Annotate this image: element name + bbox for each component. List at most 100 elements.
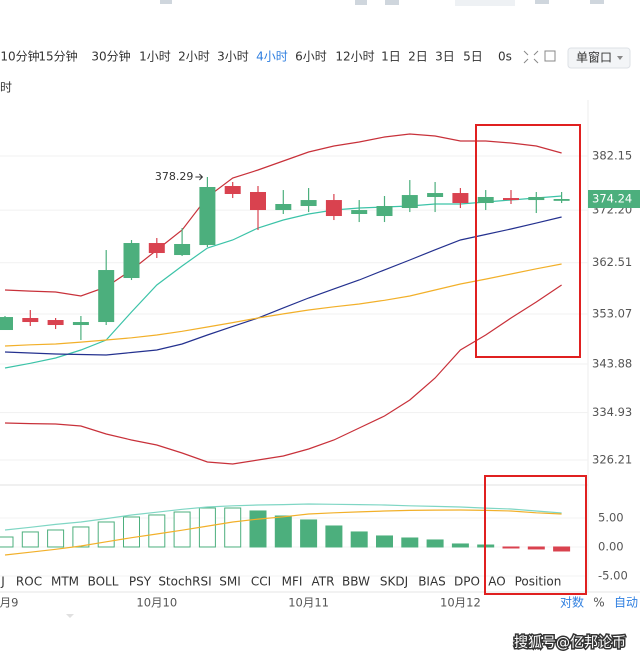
bar	[148, 514, 166, 548]
highlight-box	[475, 124, 581, 358]
annotation-arrow	[195, 173, 204, 181]
x-tick-label: 10月10	[136, 596, 177, 610]
indicator-tab[interactable]: DPO	[454, 575, 480, 589]
candle-body	[22, 318, 39, 323]
indicator-line	[4, 263, 562, 347]
indicator-tab[interactable]: ROC	[16, 575, 42, 589]
indicator-tab[interactable]: CCI	[251, 575, 271, 589]
indicator-tab[interactable]: Position	[515, 575, 562, 589]
interval-tab[interactable]: 10分钟	[0, 49, 39, 64]
indicator-tab[interactable]: MFI	[282, 575, 303, 589]
candle-body	[351, 210, 368, 215]
bar	[376, 535, 393, 548]
indicator-tab[interactable]: SKDJ	[380, 575, 408, 589]
candle-body	[98, 270, 115, 323]
candle-body	[174, 243, 191, 256]
indicator-tab[interactable]: BIAS	[418, 575, 446, 589]
y-tick-label: 5.00	[598, 510, 624, 524]
candle-body	[300, 200, 317, 207]
interval-tab[interactable]: 3日	[435, 50, 455, 64]
interval-tab[interactable]: 5日	[463, 50, 483, 64]
sub-chart: 5.00 0.00 -5.00	[0, 503, 628, 582]
scroll-handle	[66, 614, 74, 618]
indicator-line	[4, 284, 562, 465]
candle-body	[72, 322, 89, 326]
candle-body	[47, 320, 64, 326]
indicator-tab[interactable]: BOLL	[88, 575, 119, 589]
candle-body	[250, 191, 266, 211]
candle-body	[452, 193, 469, 204]
window-mode[interactable]: 单窗口	[576, 51, 612, 65]
dropdown-arrow	[617, 56, 623, 60]
candle-body	[275, 204, 292, 211]
y-tick-label: 326.21	[592, 452, 632, 466]
bar	[502, 546, 520, 549]
y-tick-label: -5.00	[598, 568, 628, 582]
indicator-tab[interactable]: SMI	[219, 575, 241, 589]
bar	[249, 510, 267, 548]
candle-body	[123, 243, 140, 279]
bar	[451, 543, 469, 548]
bar	[47, 529, 65, 548]
candle-body	[553, 199, 570, 201]
y-tick-label: 362.51	[592, 255, 632, 269]
axis-option[interactable]: 自动	[614, 596, 638, 610]
interval-tab[interactable]: 0s	[498, 50, 512, 64]
candle-body	[199, 186, 216, 246]
interval-tab[interactable]: 1日	[381, 50, 401, 64]
bar	[325, 525, 343, 548]
y-tick-label: 343.88	[592, 356, 632, 370]
y-tick-label: 382.15	[592, 149, 632, 163]
indicator-tab[interactable]: StochRSI	[158, 575, 211, 589]
top-icons	[160, 0, 604, 6]
candle-body	[0, 317, 13, 331]
interval-tab[interactable]: 15分钟	[38, 49, 77, 64]
interval-tab[interactable]: 1小时	[139, 50, 171, 64]
watermark: 搜狐号@亿邦论币	[514, 635, 626, 651]
bar	[300, 519, 318, 548]
window-mode-dropdown[interactable]	[567, 47, 631, 69]
interval-tab[interactable]: 2日	[408, 50, 428, 64]
candle-body	[376, 206, 393, 217]
indicator-tab[interactable]: AO	[488, 575, 505, 589]
bar	[21, 531, 39, 548]
axis-option[interactable]: 对数	[560, 595, 584, 610]
bar	[123, 516, 140, 548]
bar	[350, 531, 368, 548]
axis-option[interactable]: %	[593, 596, 604, 610]
last-price-label: 374.24	[592, 192, 632, 206]
bar	[72, 526, 90, 548]
indicator-line	[4, 503, 562, 531]
interval-tab[interactable]: 12小时	[335, 50, 374, 64]
bar	[553, 546, 571, 552]
indicator-tab[interactable]: ATR	[312, 575, 335, 589]
interval-tab[interactable]: 2小时	[178, 50, 210, 64]
indicator-tab[interactable]: PSY	[129, 575, 152, 589]
candle-body	[148, 243, 165, 254]
interval-tab[interactable]: 6小时	[295, 50, 327, 64]
candle-body	[224, 186, 241, 195]
toolbar-icons[interactable]	[523, 50, 556, 64]
indicator-line	[4, 133, 562, 297]
indicator-tab[interactable]: MTM	[51, 575, 79, 589]
interval-tab[interactable]: 4小时	[256, 50, 288, 64]
indicator-line	[4, 509, 562, 556]
interval-tab[interactable]: 3小时	[217, 50, 249, 64]
interval-tab[interactable]: 30分钟	[91, 49, 130, 64]
candle-body	[503, 198, 519, 201]
y-tick-label: 334.93	[592, 405, 632, 419]
candle-body	[528, 196, 545, 201]
y-tick-label: 353.07	[592, 307, 632, 321]
x-tick-label: 月9	[0, 596, 18, 610]
bar	[274, 515, 292, 548]
x-tick-label: 10月11	[288, 596, 329, 610]
candle-body	[325, 200, 342, 217]
bar	[527, 546, 545, 550]
indicator-tab[interactable]: BBW	[342, 575, 370, 589]
side-label: 时	[0, 81, 12, 95]
indicator-tab[interactable]: J	[0, 575, 5, 589]
footer	[0, 630, 640, 661]
bar	[224, 507, 242, 548]
